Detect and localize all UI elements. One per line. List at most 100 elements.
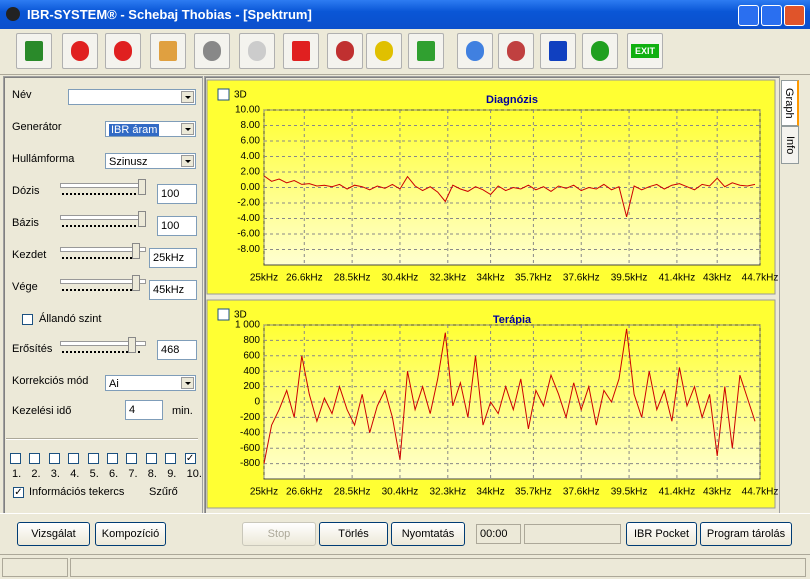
toolbar-icon — [591, 41, 609, 61]
checkbox-label: 3D — [234, 90, 247, 101]
x-tick-label: 37.6kHz — [563, 487, 600, 498]
y-tick-label: 600 — [243, 350, 260, 361]
toolbar-button[interactable] — [194, 33, 230, 69]
toolbar-button[interactable] — [408, 33, 444, 69]
checkbox[interactable] — [217, 88, 230, 101]
combo-value: Ai — [109, 378, 119, 390]
checkbox-label: 10. — [186, 468, 202, 480]
toolbar-button[interactable] — [457, 33, 493, 69]
button[interactable]: Törlés — [319, 522, 388, 546]
label: Erősítés — [12, 343, 53, 355]
toolbar-button[interactable] — [105, 33, 141, 69]
checkbox[interactable] — [107, 453, 118, 464]
checkbox[interactable] — [10, 453, 21, 464]
y-tick-label: 1 000 — [235, 320, 260, 331]
dose-slider[interactable] — [60, 179, 146, 201]
checkbox[interactable] — [217, 308, 230, 321]
toolbar-button[interactable]: EXIT — [627, 33, 663, 69]
chart-title: Diagnózis — [486, 94, 538, 106]
button[interactable]: Nyomtatás — [391, 522, 465, 546]
x-tick-label: 25kHz — [250, 487, 278, 498]
checkbox[interactable] — [126, 453, 138, 464]
checkbox-label: 7. — [128, 468, 138, 480]
maximize-button[interactable] — [761, 5, 782, 26]
checkbox[interactable] — [22, 314, 33, 325]
toolbar-button[interactable] — [283, 33, 319, 69]
x-tick-label: 43kHz — [703, 273, 731, 284]
x-tick-label: 39.5kHz — [611, 273, 648, 284]
combo-value: Szinusz — [109, 156, 148, 168]
waveform-combo[interactable]: Szinusz — [105, 153, 196, 169]
end-slider[interactable] — [60, 275, 146, 297]
base-slider[interactable] — [60, 211, 146, 233]
label: Generátor — [12, 121, 62, 133]
checkbox[interactable] — [87, 453, 99, 464]
checkbox[interactable] — [29, 453, 41, 464]
y-tick-label: -8.00 — [237, 244, 260, 255]
checkbox[interactable] — [145, 453, 157, 464]
minimize-button[interactable] — [738, 5, 759, 26]
toolbar-button[interactable] — [327, 33, 363, 69]
correction-combo[interactable]: Ai — [105, 375, 196, 391]
button: Stop — [242, 522, 316, 546]
button[interactable]: Vizsgálat — [17, 522, 90, 546]
checkbox[interactable] — [68, 453, 80, 464]
data-line — [263, 175, 756, 218]
toolbar-icon — [417, 41, 435, 61]
toolbar-icon — [549, 41, 567, 61]
y-tick-label: -6.00 — [237, 229, 260, 240]
close-button[interactable] — [784, 5, 805, 26]
label: Hullámforma — [12, 153, 75, 165]
y-tick-label: 800 — [243, 335, 260, 346]
gain-input[interactable]: 468 — [157, 340, 197, 360]
label: Kezdet — [12, 249, 47, 261]
toolbar-button[interactable] — [540, 33, 576, 69]
toolbar-icon — [248, 41, 266, 61]
toolbar-icon — [466, 41, 484, 61]
duration-input[interactable]: 4 — [125, 400, 163, 420]
name-combo[interactable] — [68, 89, 196, 105]
start-input[interactable]: 25kHz — [149, 248, 197, 268]
toolbar-button[interactable] — [16, 33, 52, 69]
status-pane — [70, 558, 806, 577]
checkbox[interactable]: ✓ — [184, 453, 196, 464]
data-line — [263, 328, 756, 464]
y-tick-label: 400 — [243, 366, 260, 377]
toolbar-button[interactable] — [498, 33, 534, 69]
toolbar-button[interactable] — [239, 33, 275, 69]
checkbox-label: 2. — [31, 468, 41, 480]
dose-input[interactable]: 100 — [157, 184, 197, 204]
toolbar-button[interactable] — [366, 33, 402, 69]
generator-combo[interactable]: IBR áram — [105, 121, 196, 137]
checkbox[interactable] — [165, 453, 177, 464]
tab[interactable]: Graph — [781, 80, 799, 126]
base-input[interactable]: 100 — [157, 216, 197, 236]
label: Név — [12, 89, 32, 101]
checkbox[interactable]: ✓ — [13, 487, 24, 498]
toolbar-button[interactable] — [62, 33, 98, 69]
gain-slider[interactable] — [60, 337, 146, 359]
tab[interactable]: Info — [781, 126, 799, 164]
label: Korrekciós mód — [12, 375, 89, 387]
x-tick-label: 37.6kHz — [563, 273, 600, 284]
button[interactable]: IBR Pocket — [626, 522, 697, 546]
y-tick-label: -4.00 — [237, 213, 260, 224]
x-tick-label: 32.3kHz — [429, 487, 466, 498]
x-tick-label: 35.7kHz — [515, 487, 552, 498]
end-input[interactable]: 45kHz — [149, 280, 197, 300]
checkbox[interactable] — [48, 453, 60, 464]
y-tick-label: -800 — [240, 458, 260, 469]
combo-value: IBR áram — [109, 124, 160, 136]
toolbar-button[interactable] — [150, 33, 186, 69]
checkbox-label: 3D — [234, 310, 247, 321]
app-icon — [6, 7, 20, 21]
start-slider[interactable] — [60, 243, 146, 265]
button[interactable]: Program tárolás — [700, 522, 792, 546]
x-tick-label: 41.4kHz — [659, 487, 696, 498]
toolbar-button[interactable] — [582, 33, 618, 69]
time-display: 00:00 — [476, 524, 521, 544]
button[interactable]: Kompozíció — [95, 522, 166, 546]
x-tick-label: 30.4kHz — [382, 487, 419, 498]
x-tick-label: 26.6kHz — [286, 487, 323, 498]
